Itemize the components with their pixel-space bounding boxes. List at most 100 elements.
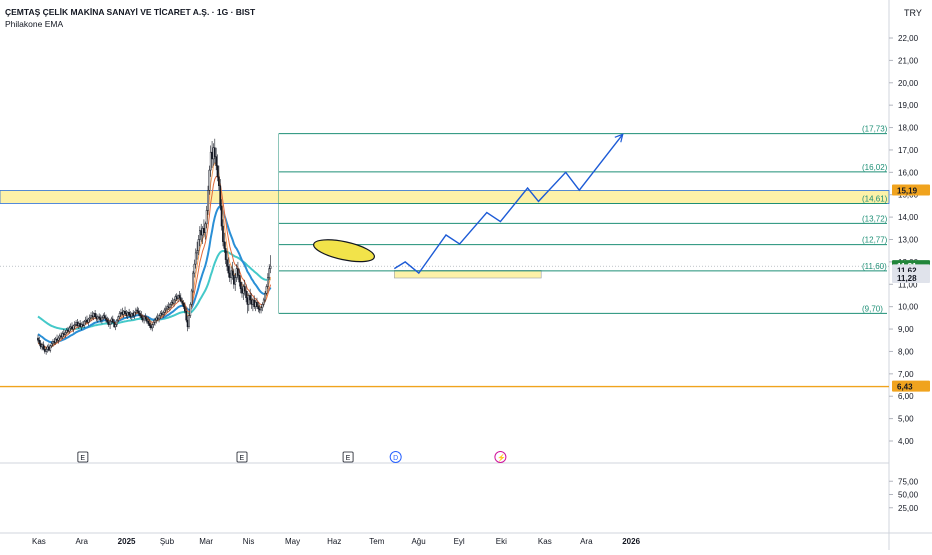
candle bbox=[82, 321, 84, 328]
candle-body bbox=[38, 340, 41, 344]
candle bbox=[162, 311, 164, 318]
candle bbox=[184, 302, 186, 314]
candle-body bbox=[265, 286, 268, 294]
candle bbox=[68, 325, 71, 334]
candle-body bbox=[71, 326, 73, 330]
time-tick-label: Tem bbox=[369, 537, 384, 546]
candle-body bbox=[250, 299, 253, 305]
osc-tick-label: 25,00 bbox=[898, 504, 919, 513]
candle bbox=[231, 261, 234, 280]
candle-body bbox=[113, 322, 116, 328]
candle bbox=[137, 307, 140, 316]
candle-body bbox=[207, 189, 209, 211]
candle bbox=[133, 311, 136, 319]
osc-tick-label: 50,00 bbox=[898, 491, 919, 500]
candle-body bbox=[139, 313, 141, 316]
candle-body bbox=[166, 306, 169, 310]
candle-body bbox=[177, 295, 179, 300]
candle-body bbox=[189, 304, 192, 316]
candle-body bbox=[182, 303, 185, 307]
candle-body bbox=[128, 312, 130, 315]
candle-body bbox=[232, 275, 235, 285]
candle bbox=[79, 320, 82, 328]
candle-body bbox=[95, 316, 98, 320]
candle bbox=[238, 268, 241, 287]
time-axis: Kas Ara 2025 Şub Mar Nis May Haz Tem Ağu Eyl Eki Kas… bbox=[32, 537, 641, 546]
candle-body bbox=[64, 332, 67, 335]
highlight-ellipse bbox=[313, 239, 375, 263]
candle bbox=[148, 318, 151, 328]
candle-body bbox=[60, 335, 62, 338]
candle bbox=[218, 165, 220, 191]
candle bbox=[185, 307, 188, 323]
candle-body bbox=[111, 318, 114, 323]
candle-body bbox=[190, 290, 193, 305]
candle-body bbox=[41, 344, 43, 348]
candle-body bbox=[200, 230, 203, 236]
candle bbox=[189, 302, 192, 318]
candle bbox=[252, 297, 254, 312]
candle-body bbox=[155, 317, 158, 321]
candle bbox=[105, 314, 107, 323]
candle-body bbox=[249, 295, 252, 301]
candle bbox=[223, 232, 226, 253]
candle-body bbox=[169, 304, 171, 309]
price-tick-label: 16,00 bbox=[898, 168, 919, 177]
candle-body bbox=[56, 338, 58, 341]
currency-label[interactable]: TRY bbox=[904, 8, 922, 18]
candle-body bbox=[231, 270, 234, 276]
candle-body bbox=[204, 223, 207, 234]
candle bbox=[212, 143, 215, 166]
candle bbox=[193, 259, 196, 278]
candle-body bbox=[235, 268, 238, 278]
candle bbox=[250, 293, 253, 309]
price-tick-label: 17,00 bbox=[898, 146, 919, 155]
candle-body bbox=[198, 230, 201, 240]
candle bbox=[242, 284, 245, 300]
candle bbox=[261, 302, 264, 312]
candle bbox=[95, 313, 98, 322]
candle bbox=[256, 297, 258, 309]
candle bbox=[158, 314, 160, 323]
candle bbox=[38, 336, 41, 346]
candle-body bbox=[80, 324, 83, 328]
price-label-box bbox=[892, 184, 930, 196]
candle-body bbox=[107, 322, 110, 325]
candle-body bbox=[144, 316, 147, 320]
candle bbox=[226, 250, 228, 271]
candle-body bbox=[234, 277, 237, 285]
candle bbox=[216, 154, 219, 182]
candle bbox=[94, 310, 96, 318]
candle bbox=[228, 264, 231, 283]
event-marker: E bbox=[236, 451, 248, 463]
candle-body bbox=[48, 346, 50, 351]
candle bbox=[98, 313, 101, 321]
candle bbox=[117, 315, 120, 323]
candle bbox=[72, 324, 75, 333]
oscillator-pane: 75,00 50,00 25,00 bbox=[889, 477, 919, 513]
projection-path bbox=[393, 133, 624, 275]
candle-body bbox=[156, 317, 159, 320]
price-label-box bbox=[892, 272, 930, 284]
candle-body bbox=[88, 317, 91, 320]
candle bbox=[101, 315, 103, 324]
candle-body bbox=[266, 277, 269, 287]
candle bbox=[188, 313, 190, 330]
candle bbox=[130, 312, 133, 321]
candle bbox=[111, 315, 114, 324]
candle-body bbox=[143, 316, 145, 321]
candle bbox=[173, 298, 175, 307]
candle-body bbox=[193, 263, 196, 274]
candle bbox=[114, 322, 117, 331]
candle bbox=[71, 322, 73, 331]
candle bbox=[219, 179, 222, 211]
candle-body bbox=[224, 248, 227, 260]
time-tick-label: 2026 bbox=[622, 537, 640, 546]
candle-body bbox=[268, 268, 271, 278]
candle bbox=[269, 255, 272, 274]
axis-price-label: 6,43 bbox=[892, 380, 930, 392]
split-badge bbox=[494, 451, 507, 463]
candle-body bbox=[61, 333, 64, 338]
